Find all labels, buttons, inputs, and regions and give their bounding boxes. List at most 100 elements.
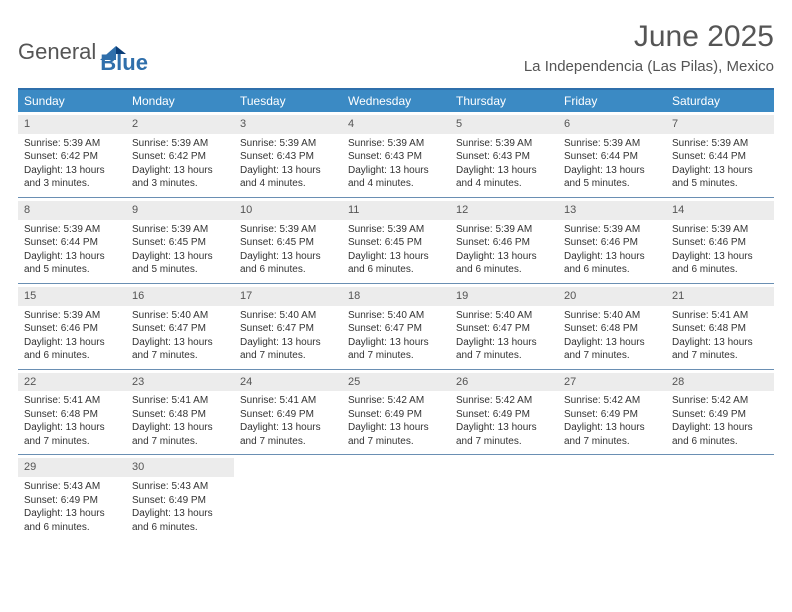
sunset-text: Sunset: 6:43 PM [240,150,336,164]
day-number: 23 [126,373,234,392]
sunrise-text: Sunrise: 5:39 AM [240,137,336,151]
sunrise-text: Sunrise: 5:40 AM [456,309,552,323]
logo-text-b: Blue [100,50,148,75]
daylight-text: Daylight: 13 hours [132,250,228,264]
sunrise-text: Sunrise: 5:39 AM [564,223,660,237]
daylight-text: and 7 minutes. [672,349,768,363]
sunrise-text: Sunrise: 5:39 AM [456,223,552,237]
daylight-text: and 7 minutes. [564,349,660,363]
daylight-text: Daylight: 13 hours [564,250,660,264]
daylight-text: and 5 minutes. [24,263,120,277]
day-number: 26 [450,373,558,392]
sunset-text: Sunset: 6:49 PM [456,408,552,422]
calendar-day: 4Sunrise: 5:39 AMSunset: 6:43 PMDaylight… [342,112,450,197]
daylight-text: Daylight: 13 hours [240,421,336,435]
sunset-text: Sunset: 6:47 PM [348,322,444,336]
sunset-text: Sunset: 6:42 PM [132,150,228,164]
calendar-day: 7Sunrise: 5:39 AMSunset: 6:44 PMDaylight… [666,112,774,197]
sunset-text: Sunset: 6:46 PM [24,322,120,336]
calendar-day: 16Sunrise: 5:40 AMSunset: 6:47 PMDayligh… [126,284,234,369]
daylight-text: and 6 minutes. [564,263,660,277]
weekday-label: Sunday [18,90,126,112]
day-number: 12 [450,201,558,220]
daylight-text: and 6 minutes. [456,263,552,277]
daylight-text: and 7 minutes. [132,435,228,449]
day-number: 19 [450,287,558,306]
calendar-day: 21Sunrise: 5:41 AMSunset: 6:48 PMDayligh… [666,284,774,369]
day-number: 25 [342,373,450,392]
sunset-text: Sunset: 6:44 PM [564,150,660,164]
calendar-day: 13Sunrise: 5:39 AMSunset: 6:46 PMDayligh… [558,198,666,283]
calendar-day: 22Sunrise: 5:41 AMSunset: 6:48 PMDayligh… [18,370,126,455]
daylight-text: Daylight: 13 hours [132,164,228,178]
day-number: 13 [558,201,666,220]
daylight-text: Daylight: 13 hours [348,421,444,435]
sunset-text: Sunset: 6:43 PM [456,150,552,164]
calendar-day: 29Sunrise: 5:43 AMSunset: 6:49 PMDayligh… [18,455,126,540]
day-number: 28 [666,373,774,392]
logo-text-a: General [18,39,96,65]
day-number: 27 [558,373,666,392]
daylight-text: and 7 minutes. [240,435,336,449]
day-number: 16 [126,287,234,306]
sunrise-text: Sunrise: 5:41 AM [672,309,768,323]
calendar-day: 10Sunrise: 5:39 AMSunset: 6:45 PMDayligh… [234,198,342,283]
sunrise-text: Sunrise: 5:39 AM [24,309,120,323]
daylight-text: Daylight: 13 hours [240,336,336,350]
daylight-text: Daylight: 13 hours [348,336,444,350]
calendar-day [342,455,450,540]
daylight-text: and 7 minutes. [24,435,120,449]
daylight-text: and 4 minutes. [240,177,336,191]
sunset-text: Sunset: 6:42 PM [24,150,120,164]
calendar-day: 26Sunrise: 5:42 AMSunset: 6:49 PMDayligh… [450,370,558,455]
day-number: 21 [666,287,774,306]
sunrise-text: Sunrise: 5:40 AM [240,309,336,323]
weekday-label: Monday [126,90,234,112]
daylight-text: and 6 minutes. [132,521,228,535]
day-number: 6 [558,115,666,134]
daylight-text: and 7 minutes. [564,435,660,449]
daylight-text: Daylight: 13 hours [564,164,660,178]
day-number: 7 [666,115,774,134]
daylight-text: and 3 minutes. [24,177,120,191]
day-number: 4 [342,115,450,134]
calendar-day [666,455,774,540]
daylight-text: and 6 minutes. [672,263,768,277]
sunrise-text: Sunrise: 5:39 AM [132,137,228,151]
calendar-week: 15Sunrise: 5:39 AMSunset: 6:46 PMDayligh… [18,284,774,370]
daylight-text: and 7 minutes. [132,349,228,363]
sunrise-text: Sunrise: 5:39 AM [132,223,228,237]
weekday-label: Saturday [666,90,774,112]
daylight-text: Daylight: 13 hours [672,250,768,264]
calendar-day: 15Sunrise: 5:39 AMSunset: 6:46 PMDayligh… [18,284,126,369]
sunrise-text: Sunrise: 5:40 AM [564,309,660,323]
daylight-text: Daylight: 13 hours [564,421,660,435]
daylight-text: Daylight: 13 hours [672,164,768,178]
calendar-day: 11Sunrise: 5:39 AMSunset: 6:45 PMDayligh… [342,198,450,283]
calendar-day: 20Sunrise: 5:40 AMSunset: 6:48 PMDayligh… [558,284,666,369]
sunset-text: Sunset: 6:44 PM [672,150,768,164]
sunrise-text: Sunrise: 5:43 AM [132,480,228,494]
sunset-text: Sunset: 6:46 PM [672,236,768,250]
sunset-text: Sunset: 6:49 PM [672,408,768,422]
sunset-text: Sunset: 6:48 PM [24,408,120,422]
daylight-text: Daylight: 13 hours [24,164,120,178]
calendar-day: 30Sunrise: 5:43 AMSunset: 6:49 PMDayligh… [126,455,234,540]
sunrise-text: Sunrise: 5:39 AM [672,223,768,237]
calendar-day: 2Sunrise: 5:39 AMSunset: 6:42 PMDaylight… [126,112,234,197]
sunrise-text: Sunrise: 5:41 AM [24,394,120,408]
sunset-text: Sunset: 6:49 PM [564,408,660,422]
weekday-label: Thursday [450,90,558,112]
day-number: 10 [234,201,342,220]
daylight-text: and 7 minutes. [348,435,444,449]
sunrise-text: Sunrise: 5:42 AM [672,394,768,408]
calendar-day: 1Sunrise: 5:39 AMSunset: 6:42 PMDaylight… [18,112,126,197]
day-number: 18 [342,287,450,306]
calendar-day: 8Sunrise: 5:39 AMSunset: 6:44 PMDaylight… [18,198,126,283]
weekday-label: Friday [558,90,666,112]
calendar-day [450,455,558,540]
day-number: 17 [234,287,342,306]
calendar-week: 22Sunrise: 5:41 AMSunset: 6:48 PMDayligh… [18,370,774,456]
daylight-text: Daylight: 13 hours [24,250,120,264]
calendar-day [234,455,342,540]
